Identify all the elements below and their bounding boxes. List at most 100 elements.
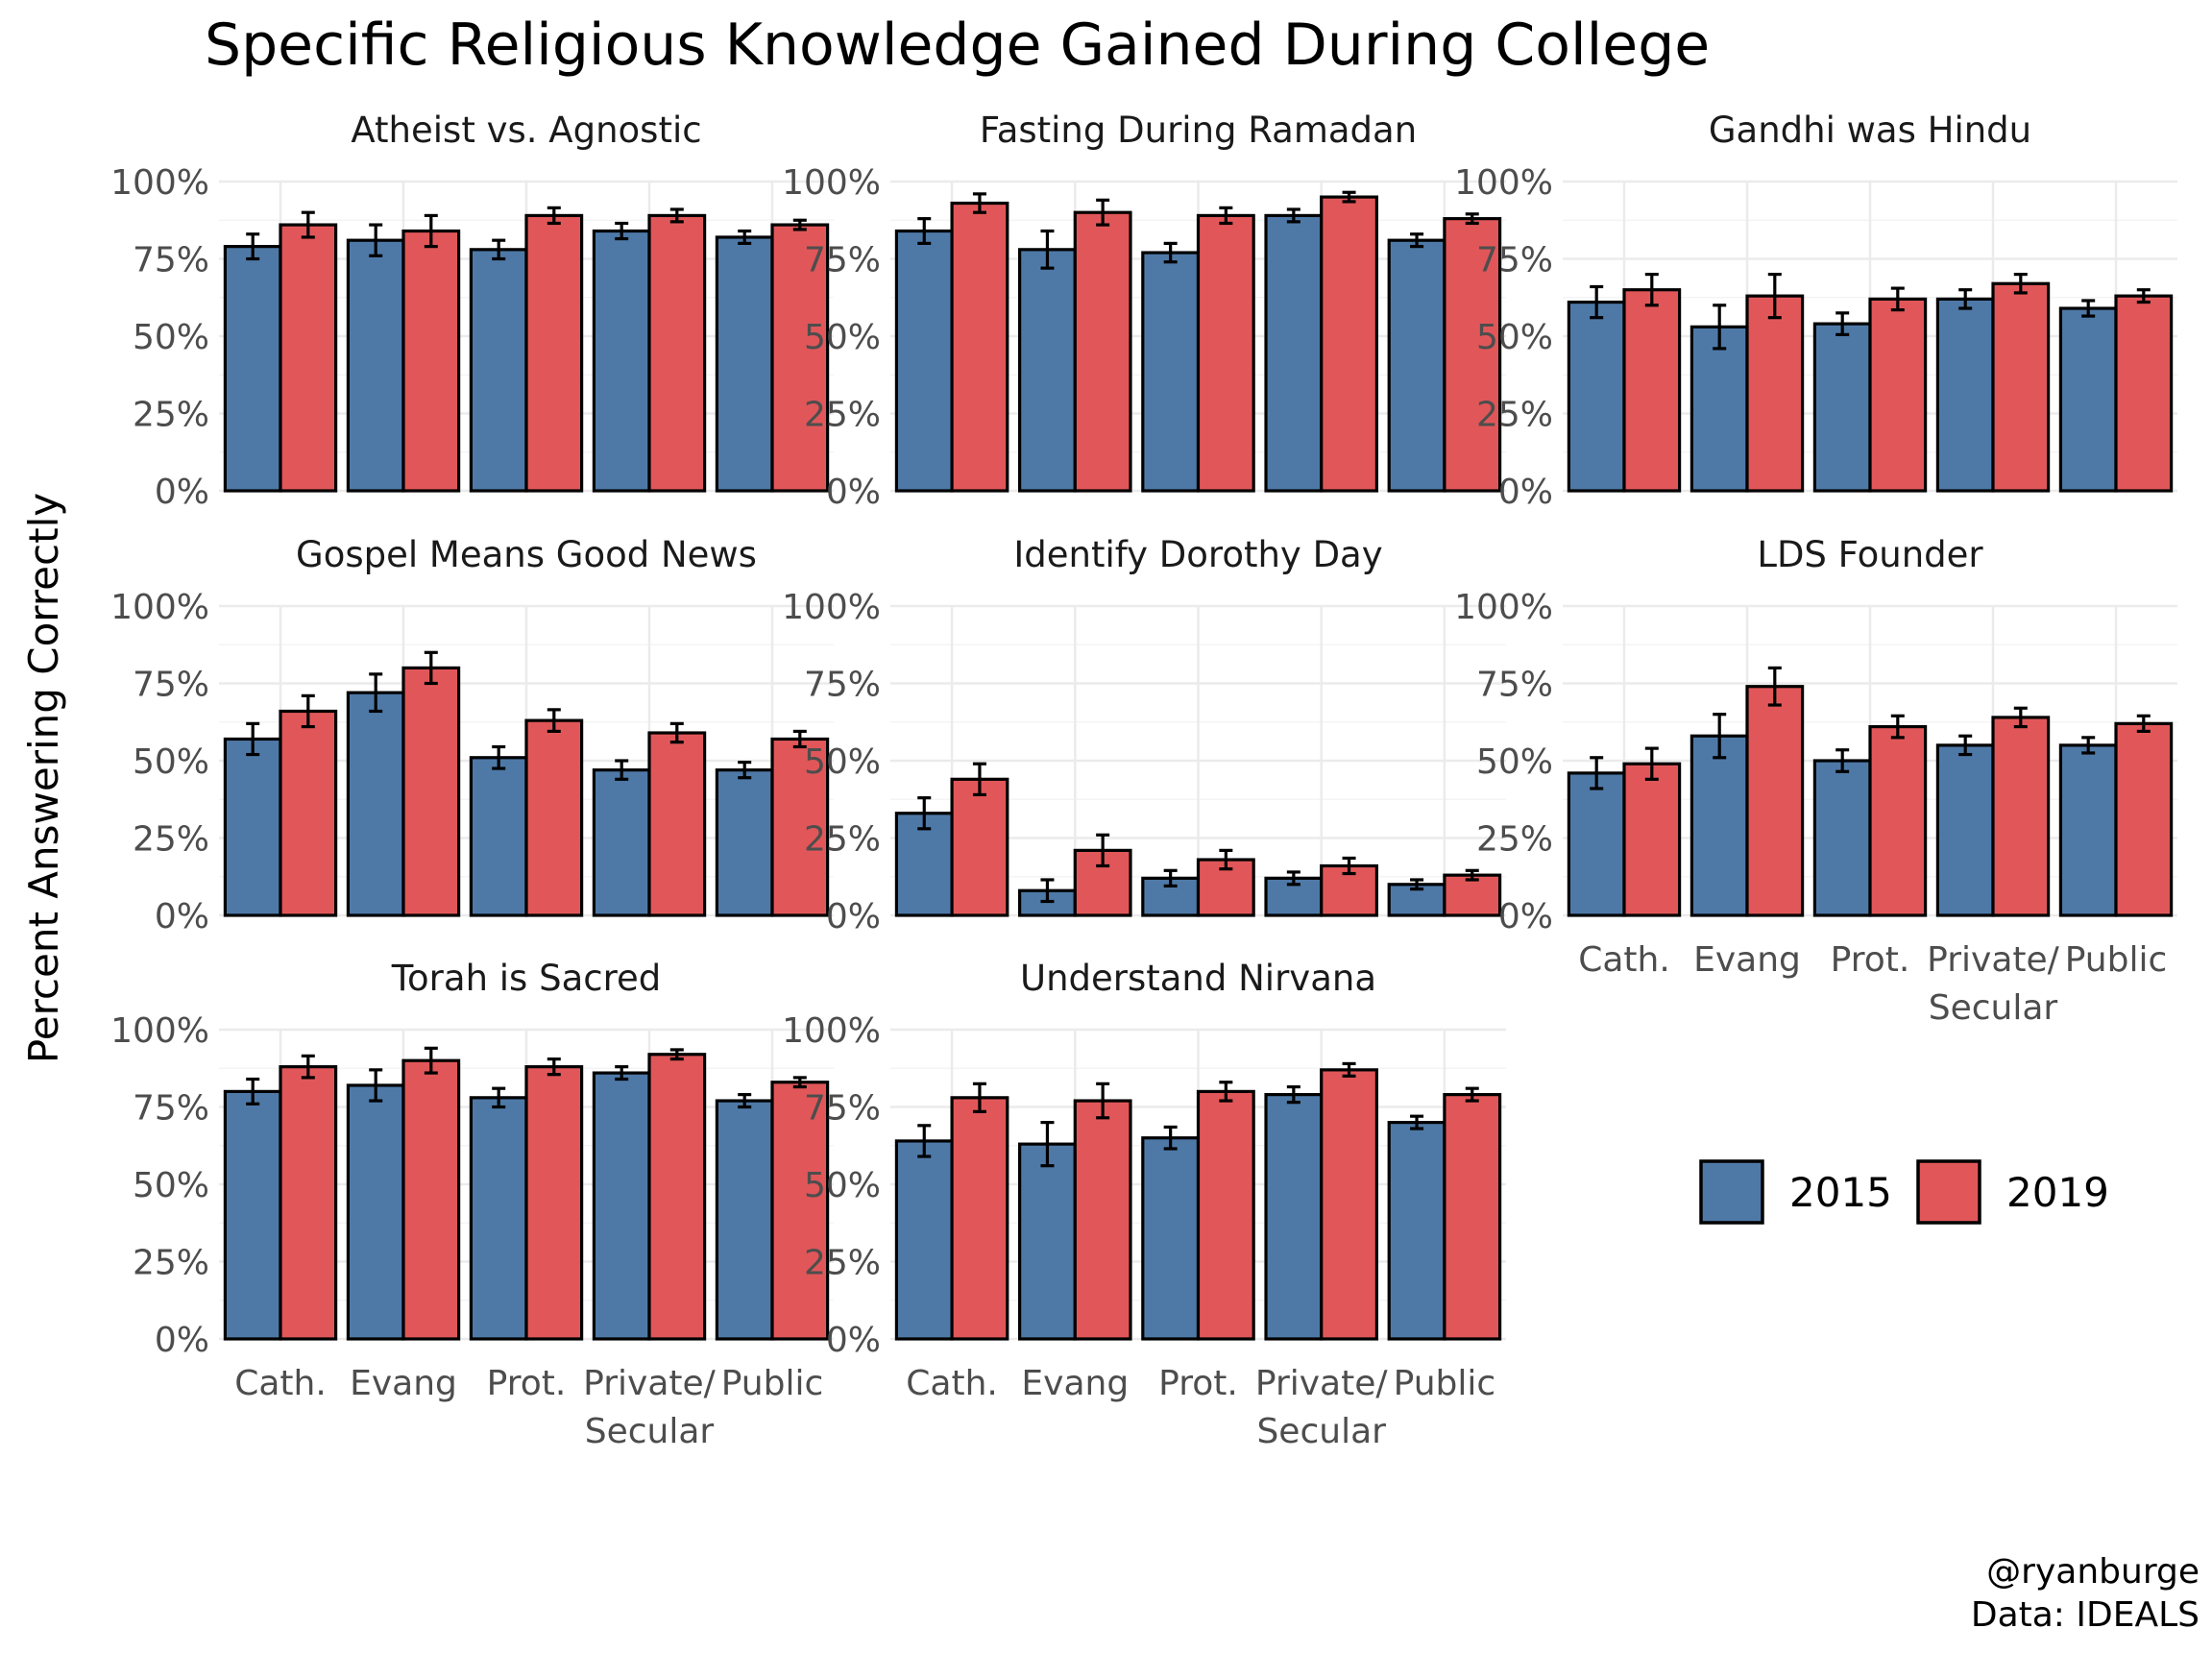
x-tick-label: Private/: [1927, 940, 2060, 980]
bar: [1196, 1089, 1255, 1341]
legend-item: 2019: [1916, 1159, 2109, 1225]
y-tick-label: 25%: [133, 1244, 209, 1283]
facet-panel: Torah is Sacred 0% 25% 50% 75% 100% Cath. Evang…: [110, 958, 834, 1451]
bar: [346, 238, 405, 493]
bar: [1689, 734, 1749, 917]
error-bar: [1040, 1120, 1055, 1168]
error-bar: [1163, 241, 1178, 264]
error-bar: [1767, 273, 1782, 320]
bar: [346, 1083, 405, 1341]
bar: [2114, 721, 2174, 917]
y-tick-label: 100%: [782, 1011, 881, 1051]
error-bar: [1342, 856, 1356, 876]
bar: [715, 1099, 774, 1341]
error-bar: [2136, 714, 2151, 734]
error-bar: [369, 1068, 383, 1103]
x-tick-label: Secular: [585, 1412, 715, 1451]
bar: [1812, 322, 1872, 493]
x-tick-label: Evang: [350, 1364, 457, 1403]
bar: [1935, 297, 1995, 493]
error-bar: [1286, 1084, 1300, 1105]
y-tick-label: 75%: [1476, 241, 1553, 280]
error-bar: [1590, 284, 1604, 320]
error-bar: [2136, 288, 2151, 304]
error-bar: [246, 721, 260, 757]
bar: [279, 1065, 338, 1341]
legend-swatch: [1916, 1159, 1981, 1225]
error-bar: [369, 672, 383, 714]
bar: [279, 709, 338, 917]
error-bar: [917, 796, 932, 831]
bar: [1387, 1120, 1446, 1341]
error-bar: [1219, 848, 1233, 871]
facet-title: Understand Nirvana: [1020, 958, 1376, 999]
error-bar: [1835, 311, 1850, 336]
error-bar: [246, 1077, 260, 1106]
error-bar: [972, 1082, 986, 1113]
bar: [1868, 724, 1928, 917]
bar: [223, 737, 282, 917]
y-tick-label: 100%: [110, 588, 209, 627]
facet-title: Gospel Means Good News: [296, 534, 757, 575]
y-tick-label: 50%: [1476, 318, 1553, 357]
bar: [894, 812, 954, 917]
bar: [1073, 210, 1132, 493]
caption-line: Data: IDEALS: [1971, 1595, 2200, 1635]
bar: [279, 223, 338, 493]
bar: [1868, 297, 1928, 493]
bar: [524, 213, 584, 493]
error-bar: [1286, 207, 1300, 224]
error-bar: [1040, 229, 1055, 270]
bar: [1264, 1093, 1324, 1341]
error-bar: [1890, 286, 1905, 312]
bar: [592, 768, 651, 917]
error-bar: [1465, 868, 1479, 882]
y-tick-label: 0%: [826, 1321, 881, 1360]
y-tick-label: 100%: [1454, 163, 1553, 203]
bar: [223, 1089, 282, 1341]
legend-item: 2015: [1699, 1159, 1892, 1225]
bar: [469, 1096, 528, 1341]
bar: [524, 1065, 584, 1341]
y-tick-label: 0%: [155, 1321, 209, 1360]
bar: [1141, 251, 1201, 493]
error-bar: [424, 1046, 438, 1075]
bar: [894, 1139, 954, 1341]
facet-panel: Fasting During Ramadan 0% 25% 50% 75% 100%: [782, 109, 1506, 512]
error-bar: [1410, 1114, 1424, 1130]
bar: [715, 235, 774, 493]
error-bar: [972, 762, 986, 797]
bar: [770, 737, 830, 917]
bar: [1141, 1136, 1201, 1341]
bar: [1689, 325, 1749, 493]
bar: [1196, 213, 1255, 493]
y-tick-label: 100%: [110, 1011, 209, 1051]
error-bar: [547, 1057, 561, 1077]
facet-panel: LDS Founder 0% 25% 50% 75% 100% Cath. Evang Prot…: [1454, 534, 2177, 1028]
error-bar: [1286, 870, 1300, 887]
bar: [2058, 743, 2118, 917]
error-bar: [1465, 212, 1479, 226]
bar: [950, 777, 1009, 917]
error-bar: [1590, 756, 1604, 790]
bar: [770, 1081, 830, 1341]
x-tick-label: Cath.: [234, 1364, 327, 1403]
x-tick-label: Public: [2065, 940, 2168, 980]
error-bar: [738, 761, 752, 780]
bar: [647, 213, 707, 493]
y-tick-label: 25%: [133, 820, 209, 860]
error-bar: [2081, 736, 2096, 755]
x-tick-label: Cath.: [906, 1364, 998, 1403]
error-bar: [1410, 878, 1424, 891]
y-tick-label: 75%: [804, 1089, 881, 1129]
bar: [1073, 1099, 1132, 1341]
legend-swatch: [1699, 1159, 1764, 1225]
y-tick-label: 50%: [133, 1166, 209, 1205]
error-bar: [738, 1093, 752, 1109]
y-tick-label: 25%: [1476, 820, 1553, 860]
y-tick-label: 25%: [133, 396, 209, 435]
y-tick-label: 75%: [1476, 666, 1553, 705]
y-tick-label: 50%: [133, 318, 209, 357]
bar: [1443, 1093, 1502, 1341]
bar: [1387, 238, 1446, 493]
